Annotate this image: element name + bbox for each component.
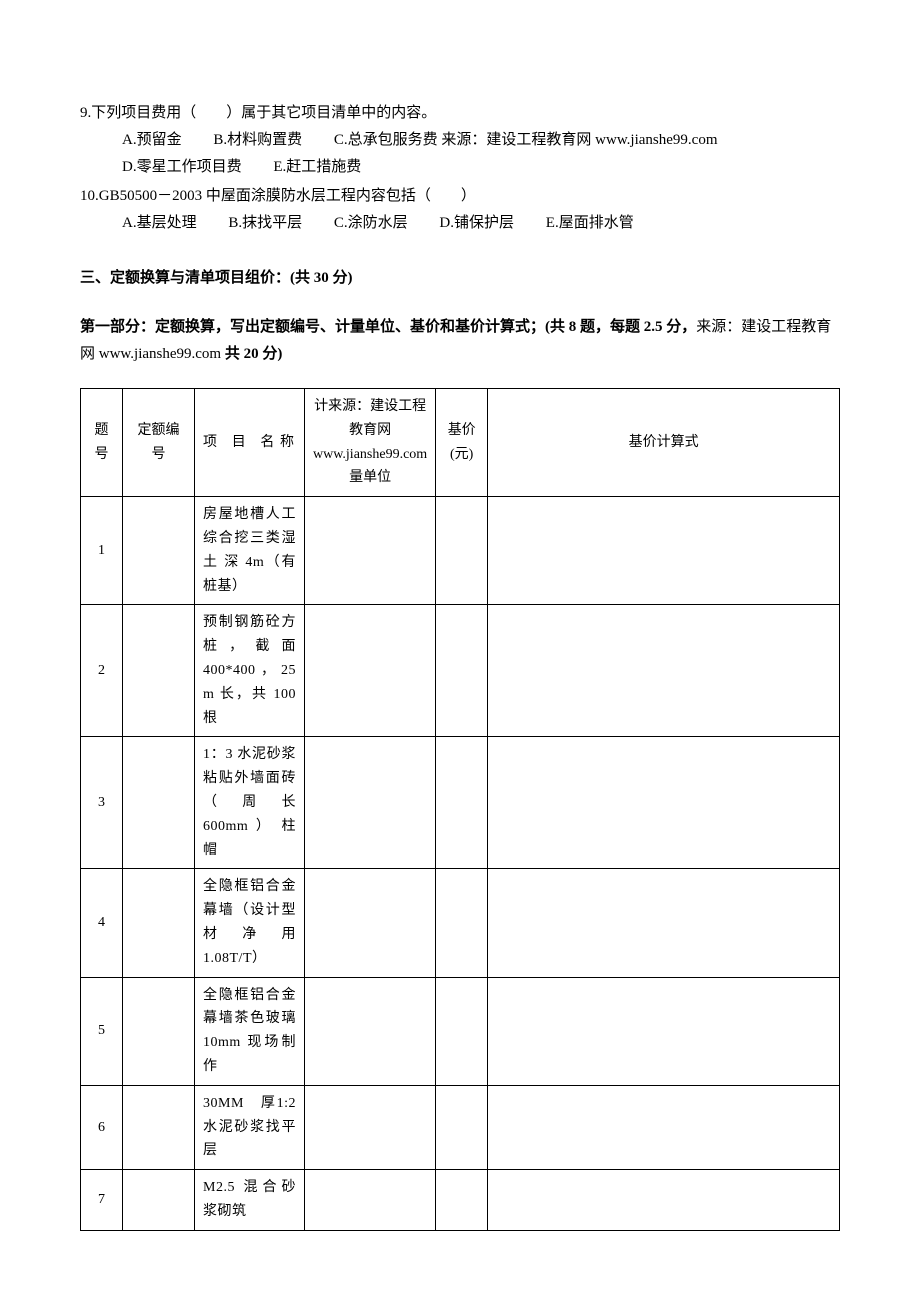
row-code (123, 1085, 195, 1169)
row-unit (305, 977, 436, 1085)
subsection-bold-1: 第一部分：定额换算，写出定额编号、计量单位、基价和基价计算式；(共 8 题，每题… (80, 319, 696, 335)
row-name: 房屋地槽人工综合挖三类湿土 深 4m（有桩基） (195, 497, 305, 605)
section-3-title: 三、定额换算与清单项目组价：(共 30 分) (80, 265, 840, 292)
option-c: C.总承包服务费 来源：建设工程教育网 www.jianshe99.com (334, 127, 718, 154)
question-9-text: 9.下列项目费用（ ）属于其它项目清单中的内容。 (80, 105, 436, 121)
row-num: 7 (81, 1170, 123, 1231)
row-name: 预制钢筋砼方桩，截面 400*400，25 m 长，共 100 根 (195, 605, 305, 737)
row-price (436, 1085, 488, 1169)
row-code (123, 737, 195, 869)
row-num: 3 (81, 737, 123, 869)
question-stem: 下列项目费用（ ）属于其它项目清单中的内容。 (91, 105, 436, 121)
row-name: 全隐框铝合金幕墙茶色玻璃10mm 现场制作 (195, 977, 305, 1085)
question-9-options: A.预留金 B.材料购置费 C.总承包服务费 来源：建设工程教育网 www.ji… (122, 127, 840, 181)
row-code (123, 497, 195, 605)
table-row: 2 预制钢筋砼方桩，截面 400*400，25 m 长，共 100 根 (81, 605, 840, 737)
header-name: 项 目 名称 (195, 389, 305, 497)
row-unit (305, 605, 436, 737)
row-unit (305, 497, 436, 605)
header-code: 定额编号 (123, 389, 195, 497)
row-code (123, 605, 195, 737)
question-number: 9. (80, 105, 91, 121)
row-unit (305, 1170, 436, 1231)
row-formula (488, 605, 840, 737)
row-code (123, 1170, 195, 1231)
quota-table: 题号 定额编号 项 目 名称 计来源：建设工程教育网www.jianshe99.… (80, 388, 840, 1231)
option-a: A.基层处理 (122, 210, 197, 237)
row-price (436, 977, 488, 1085)
option-e: E.屋面排水管 (546, 210, 634, 237)
question-9: 9.下列项目费用（ ）属于其它项目清单中的内容。 A.预留金 B.材料购置费 C… (80, 100, 840, 181)
section-3-subsection: 第一部分：定额换算，写出定额编号、计量单位、基价和基价计算式；(共 8 题，每题… (80, 314, 840, 368)
question-10: 10.GB50500－2003 中屋面涂膜防水层工程内容包括（ ） A.基层处理… (80, 183, 840, 237)
row-unit (305, 869, 436, 977)
row-name: 1：3 水泥砂浆粘贴外墙面砖（ 周 长600mm ） 柱帽 (195, 737, 305, 869)
row-formula (488, 869, 840, 977)
option-d: D.零星工作项目费 (122, 154, 242, 181)
row-unit (305, 1085, 436, 1169)
header-num: 题号 (81, 389, 123, 497)
row-price (436, 869, 488, 977)
row-num: 6 (81, 1085, 123, 1169)
table-row: 5 全隐框铝合金幕墙茶色玻璃10mm 现场制作 (81, 977, 840, 1085)
option-line: A.基层处理 B.抹找平层 C.涂防水层 D.铺保护层 E.屋面排水管 (122, 210, 840, 237)
row-formula (488, 977, 840, 1085)
row-price (436, 737, 488, 869)
option-a: A.预留金 (122, 127, 182, 154)
option-line: D.零星工作项目费 E.赶工措施费 (122, 154, 840, 181)
row-price (436, 605, 488, 737)
table-header-row: 题号 定额编号 项 目 名称 计来源：建设工程教育网www.jianshe99.… (81, 389, 840, 497)
table-row: 4 全隐框铝合金幕墙（设计型材 净 用1.08T/T） (81, 869, 840, 977)
header-formula: 基价计算式 (488, 389, 840, 497)
row-formula (488, 737, 840, 869)
option-e: E.赶工措施费 (273, 154, 361, 181)
option-line: A.预留金 B.材料购置费 C.总承包服务费 来源：建设工程教育网 www.ji… (122, 127, 840, 154)
table-row: 7 M2.5 混合砂浆砌筑 (81, 1170, 840, 1231)
question-stem: GB50500－2003 中屋面涂膜防水层工程内容包括（ ） (99, 188, 476, 204)
header-price: 基价(元) (436, 389, 488, 497)
table-row: 1 房屋地槽人工综合挖三类湿土 深 4m（有桩基） (81, 497, 840, 605)
option-c: C.涂防水层 (334, 210, 408, 237)
option-b: B.抹找平层 (228, 210, 302, 237)
row-name: 30MM 厚1:2 水泥砂浆找平层 (195, 1085, 305, 1169)
row-name: M2.5 混合砂浆砌筑 (195, 1170, 305, 1231)
table-row: 6 30MM 厚1:2 水泥砂浆找平层 (81, 1085, 840, 1169)
question-10-text: 10.GB50500－2003 中屋面涂膜防水层工程内容包括（ ） (80, 188, 476, 204)
row-num: 2 (81, 605, 123, 737)
row-num: 4 (81, 869, 123, 977)
row-price (436, 497, 488, 605)
row-code (123, 869, 195, 977)
row-formula (488, 497, 840, 605)
header-unit: 计来源：建设工程教育网www.jianshe99.com 量单位 (305, 389, 436, 497)
row-num: 1 (81, 497, 123, 605)
row-price (436, 1170, 488, 1231)
row-formula (488, 1085, 840, 1169)
row-code (123, 977, 195, 1085)
row-num: 5 (81, 977, 123, 1085)
row-name: 全隐框铝合金幕墙（设计型材 净 用1.08T/T） (195, 869, 305, 977)
option-b: B.材料购置费 (213, 127, 302, 154)
question-10-options: A.基层处理 B.抹找平层 C.涂防水层 D.铺保护层 E.屋面排水管 (122, 210, 840, 237)
option-d: D.铺保护层 (439, 210, 514, 237)
row-formula (488, 1170, 840, 1231)
row-unit (305, 737, 436, 869)
table-row: 3 1：3 水泥砂浆粘贴外墙面砖（ 周 长600mm ） 柱帽 (81, 737, 840, 869)
subsection-bold-2: 共 20 分) (225, 346, 283, 362)
question-number: 10. (80, 188, 99, 204)
